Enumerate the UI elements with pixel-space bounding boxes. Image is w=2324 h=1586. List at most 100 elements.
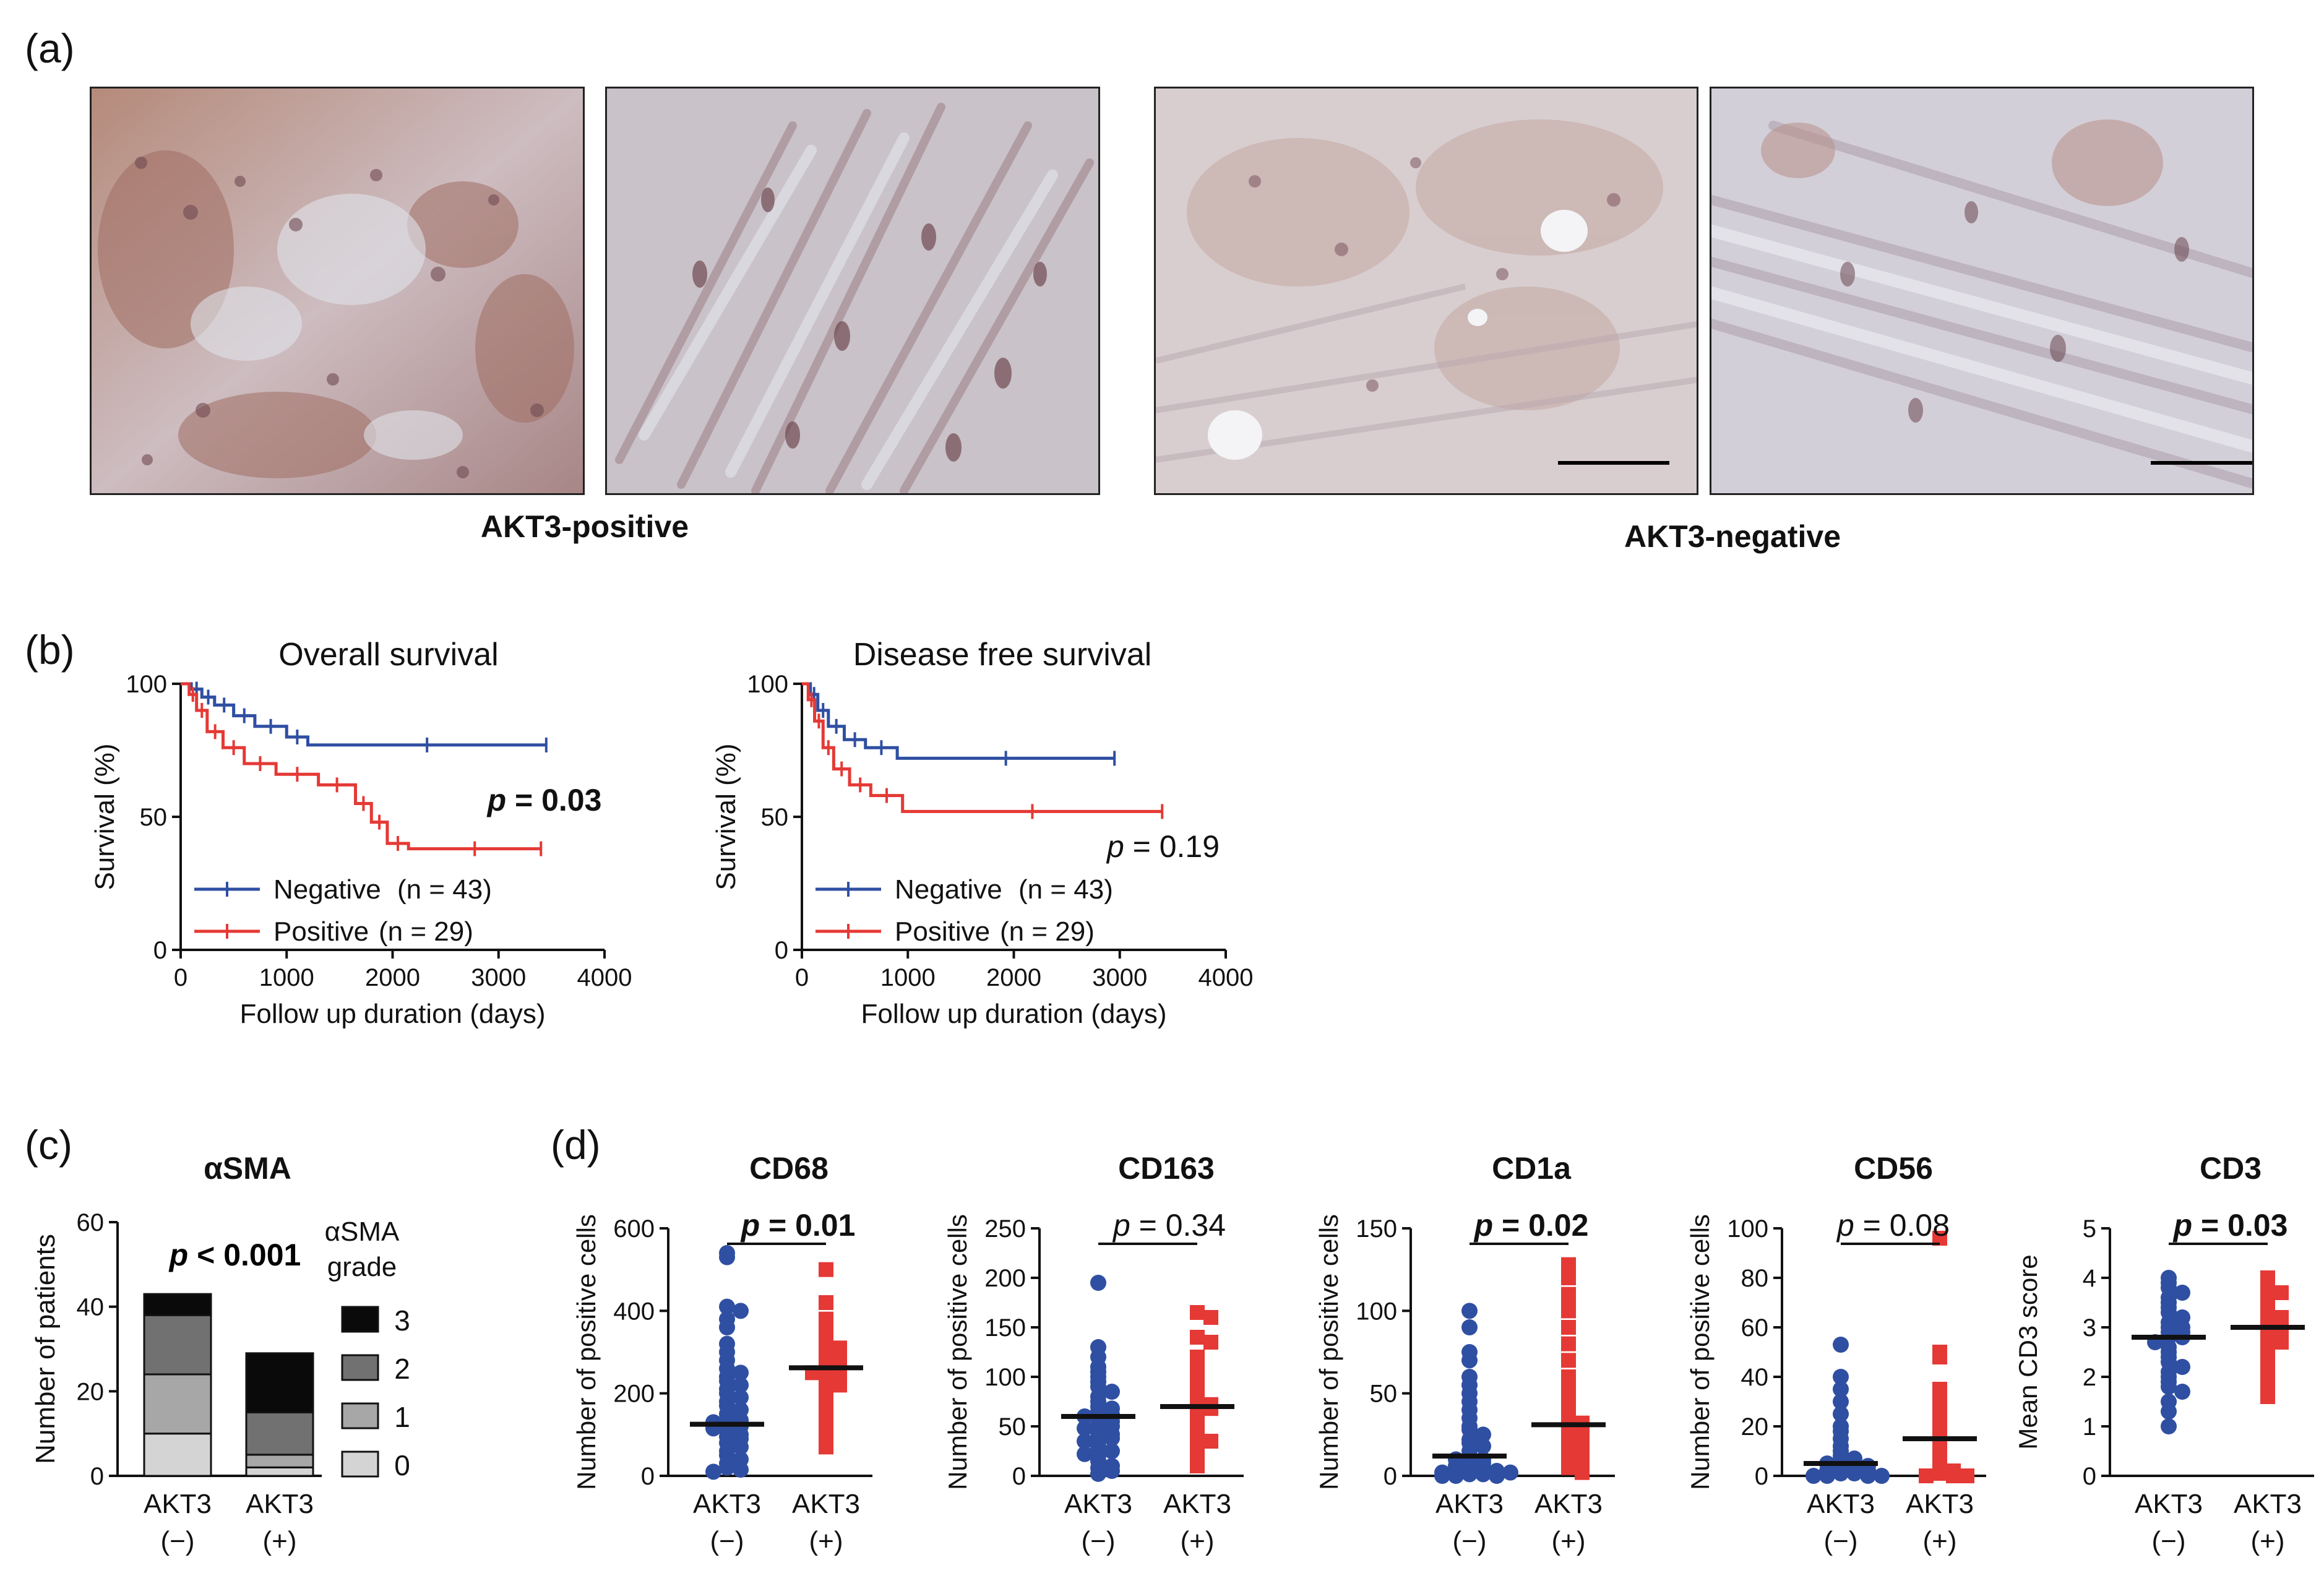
data-point-positive: [819, 1439, 833, 1455]
y-tick-label: 1: [2083, 1413, 2096, 1441]
y-tick-label: 40: [1741, 1364, 1769, 1391]
y-tick-label: 100: [984, 1364, 1026, 1391]
data-point-positive: [1960, 1468, 1974, 1483]
y-axis-label: Survival (%): [90, 743, 120, 890]
dotplot-title: CD1a: [1492, 1151, 1572, 1186]
dotplot-cd68: CD68 0 200 400 600 Number of positive cells p …: [572, 1151, 872, 1556]
x-tick-label: 1000: [880, 964, 936, 991]
legend-n: (n = 43): [1018, 874, 1113, 905]
km-curve-positive: [181, 682, 541, 851]
legend-grade-label: 1: [394, 1401, 410, 1433]
legend-n: (n = 43): [397, 874, 492, 905]
micrograph-akt3-negative-1: [1154, 87, 1698, 495]
legend-title: αSMA: [325, 1217, 400, 1247]
y-tick-label: 50: [999, 1413, 1026, 1441]
data-point-negative: [1077, 1433, 1093, 1449]
y-tick-label: 60: [77, 1209, 105, 1236]
data-point-negative: [2174, 1384, 2190, 1400]
data-point-positive: [1561, 1320, 1576, 1335]
x-category-label: AKT3: [792, 1489, 860, 1519]
x-tick-label: 3000: [1092, 964, 1147, 991]
x-category-sub: (−): [1453, 1526, 1487, 1556]
legend-grade-label: 2: [394, 1353, 410, 1385]
bar-segment-grade-3: [143, 1293, 212, 1316]
data-point-positive: [1561, 1303, 1576, 1319]
x-category-label: AKT3: [1534, 1489, 1603, 1519]
dotplot-cd3: CD3 0 1 2 3 4 5 Mean CD3 score p = 0.03 AKT3 (−) AK…: [2013, 1151, 2314, 1556]
panel-c-label: (c): [25, 1122, 72, 1168]
data-point-negative: [1805, 1468, 1822, 1484]
data-point-positive: [2260, 1374, 2275, 1389]
x-category-sub: (−): [161, 1526, 195, 1556]
data-point-negative: [1104, 1430, 1120, 1447]
x-tick-label: 1000: [259, 964, 314, 991]
data-point-negative: [1833, 1337, 1849, 1353]
legend-grade-label: 3: [394, 1304, 410, 1337]
micrograph-akt3-positive-2: [605, 87, 1100, 495]
y-tick-label: 100: [1727, 1215, 1768, 1243]
data-point-positive: [1190, 1305, 1205, 1320]
data-point-negative: [1833, 1394, 1849, 1410]
data-point-negative: [1434, 1468, 1450, 1484]
data-point-positive: [832, 1377, 847, 1393]
dotplot-cd1a: CD1a 0 50 100 150 Number of positive cells p =…: [1314, 1151, 1615, 1556]
y-tick-label: 80: [1741, 1265, 1769, 1292]
caption-akt3-negative: AKT3-negative: [1624, 519, 1841, 554]
data-point-negative: [733, 1377, 749, 1394]
x-category-sub: (−): [1082, 1526, 1116, 1556]
p-value: p = 0.03: [2172, 1208, 2288, 1243]
data-point-negative: [719, 1298, 735, 1315]
data-point-negative: [1833, 1465, 1849, 1481]
bar-segment-grade-2: [245, 1411, 314, 1456]
data-point-positive: [1932, 1466, 1947, 1481]
x-tick-label: 4000: [1199, 964, 1254, 991]
y-tick-label: 0: [775, 937, 788, 964]
data-point-negative: [1833, 1406, 1849, 1422]
data-point-negative: [705, 1463, 721, 1480]
data-point-positive: [819, 1295, 833, 1310]
legend-swatch-grade-2: [341, 1354, 379, 1381]
data-point-positive: [1932, 1350, 1947, 1364]
data-point-negative: [1104, 1463, 1120, 1479]
x-tick-label: 4000: [577, 964, 632, 991]
dotplot-title: CD163: [1118, 1151, 1215, 1186]
dotplot-title: CD56: [1854, 1151, 1933, 1186]
data-point-negative: [1502, 1464, 1518, 1481]
y-tick-label: 0: [1755, 1463, 1768, 1490]
x-tick-label: 3000: [471, 964, 526, 991]
y-tick-label: 100: [747, 671, 788, 698]
caption-akt3-positive: AKT3-positive: [480, 509, 689, 544]
data-point-negative: [733, 1303, 749, 1319]
x-tick-label: 0: [795, 964, 809, 991]
y-tick-label: 50: [1370, 1381, 1398, 1408]
data-point-positive: [1575, 1452, 1590, 1467]
km-title: Overall survival: [278, 637, 498, 673]
data-point-positive: [1190, 1330, 1205, 1345]
data-point-negative: [1475, 1426, 1491, 1443]
x-tick-label: 0: [174, 964, 187, 991]
data-point-negative: [1461, 1466, 1478, 1483]
y-axis-label: Number of positive cells: [1314, 1214, 1343, 1490]
legend-swatch-grade-0: [341, 1450, 379, 1478]
x-category-sub: (+): [263, 1526, 297, 1556]
data-point-negative: [1489, 1468, 1505, 1484]
data-point-positive: [1203, 1335, 1218, 1350]
p-value: p < 0.001: [168, 1238, 301, 1272]
legend-swatch-grade-3: [341, 1306, 379, 1333]
y-axis-label: Number of patients: [30, 1234, 61, 1464]
x-category-sub: (+): [2251, 1526, 2285, 1556]
dotplot-title: CD3: [2200, 1151, 2262, 1186]
data-point-negative: [1819, 1468, 1835, 1484]
p-value: p = 0.19: [1106, 829, 1220, 864]
legend-title: grade: [327, 1252, 397, 1282]
y-tick-label: 250: [984, 1215, 1026, 1243]
data-point-negative: [733, 1462, 749, 1478]
y-tick-label: 50: [140, 804, 168, 831]
y-tick-label: 200: [984, 1265, 1026, 1292]
x-category-label: AKT3: [1906, 1489, 1974, 1519]
km-curve-positive: [802, 682, 1163, 813]
legend-name: Positive: [273, 916, 369, 947]
data-point-negative: [1077, 1446, 1093, 1462]
x-category-sub: (+): [1552, 1526, 1586, 1556]
data-point-negative: [733, 1364, 749, 1381]
